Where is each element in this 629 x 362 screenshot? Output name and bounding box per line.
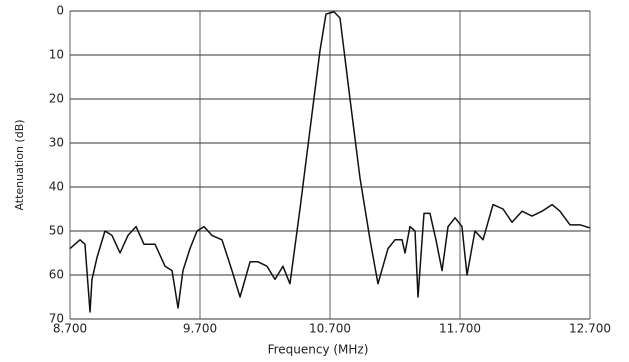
- y-tick-label: 10: [49, 48, 64, 62]
- x-tick-label: 12.700: [569, 322, 611, 336]
- y-tick-label: 40: [49, 180, 64, 194]
- x-tick-label: 10.700: [309, 322, 351, 336]
- y-tick-label: 50: [49, 224, 64, 238]
- x-axis-label: Frequency (MHz): [268, 343, 369, 357]
- x-tick-label: 11.700: [439, 322, 481, 336]
- y-tick-label: 0: [56, 4, 64, 18]
- y-axis-label: Attenuation (dB): [13, 119, 26, 210]
- attenuation-line: [69, 11, 591, 313]
- y-tick-label: 70: [49, 312, 64, 326]
- y-tick-label: 30: [49, 136, 64, 150]
- y-tick-label: 20: [49, 92, 64, 106]
- x-tick-label: 9.700: [183, 322, 217, 336]
- y-tick-label: 60: [49, 268, 64, 282]
- x-tick-label: 8.700: [53, 322, 87, 336]
